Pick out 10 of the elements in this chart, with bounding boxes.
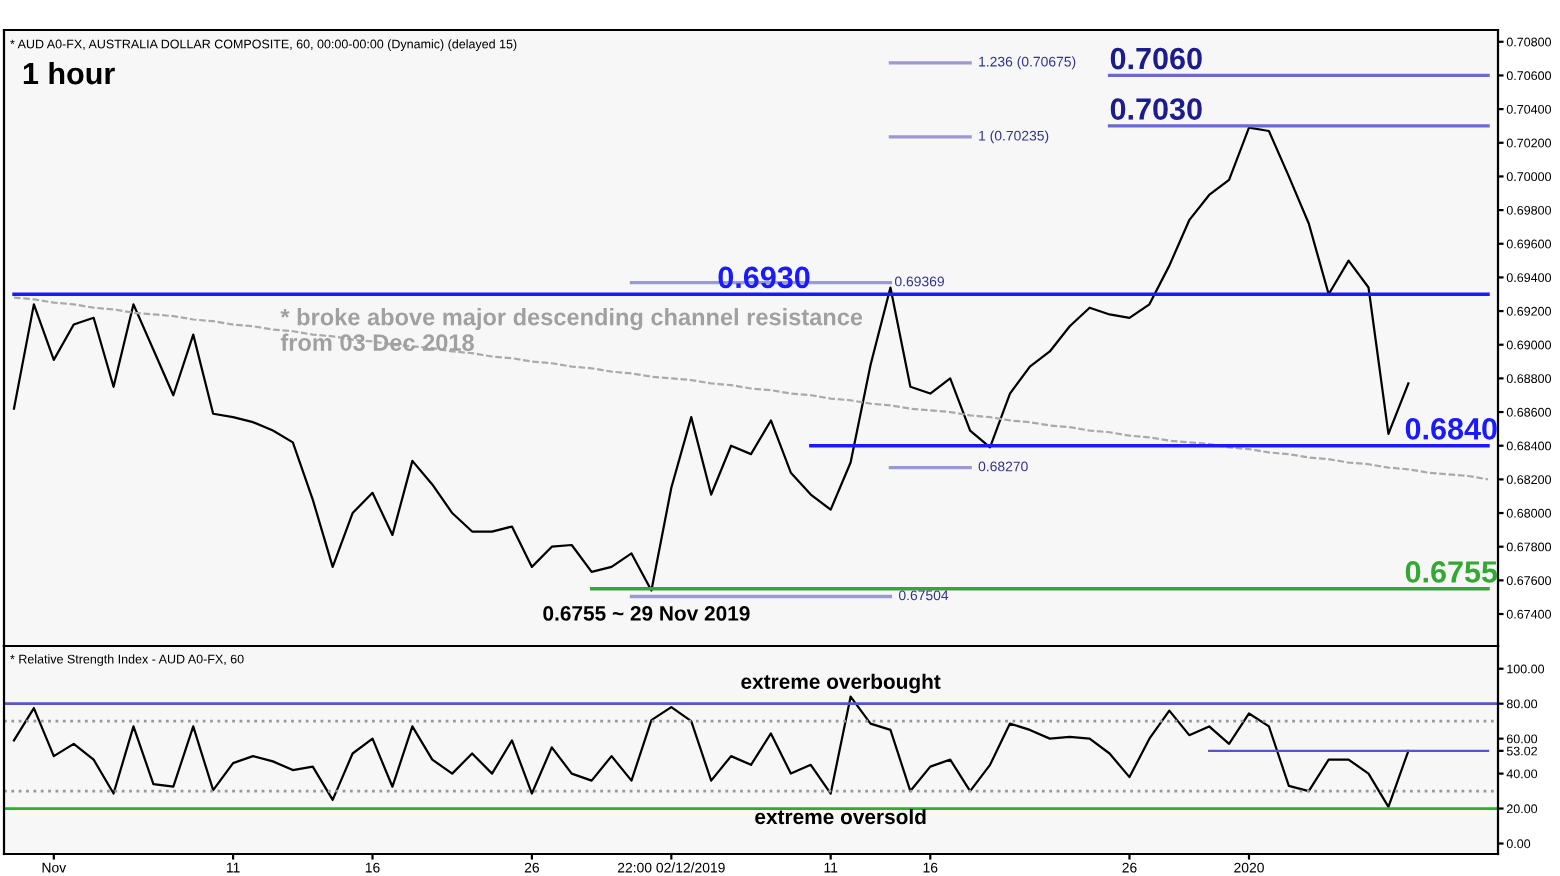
text: 1 hour (23, 61, 115, 85)
series-label: 0.6840 (1405, 418, 1497, 440)
annotation: 0.6755 ~ 29 Nov 2019 (543, 606, 750, 621)
annotation: extreme oversold (755, 808, 926, 825)
annotation: extreme overbought (741, 673, 941, 694)
series-label: 0.6755 (1405, 561, 1498, 583)
line-series (12, 695, 1410, 808)
series-label: 0.7030 (1110, 98, 1202, 120)
series-label: 0.6930 (718, 266, 810, 289)
series-label: 0.7060 (1110, 47, 1202, 70)
